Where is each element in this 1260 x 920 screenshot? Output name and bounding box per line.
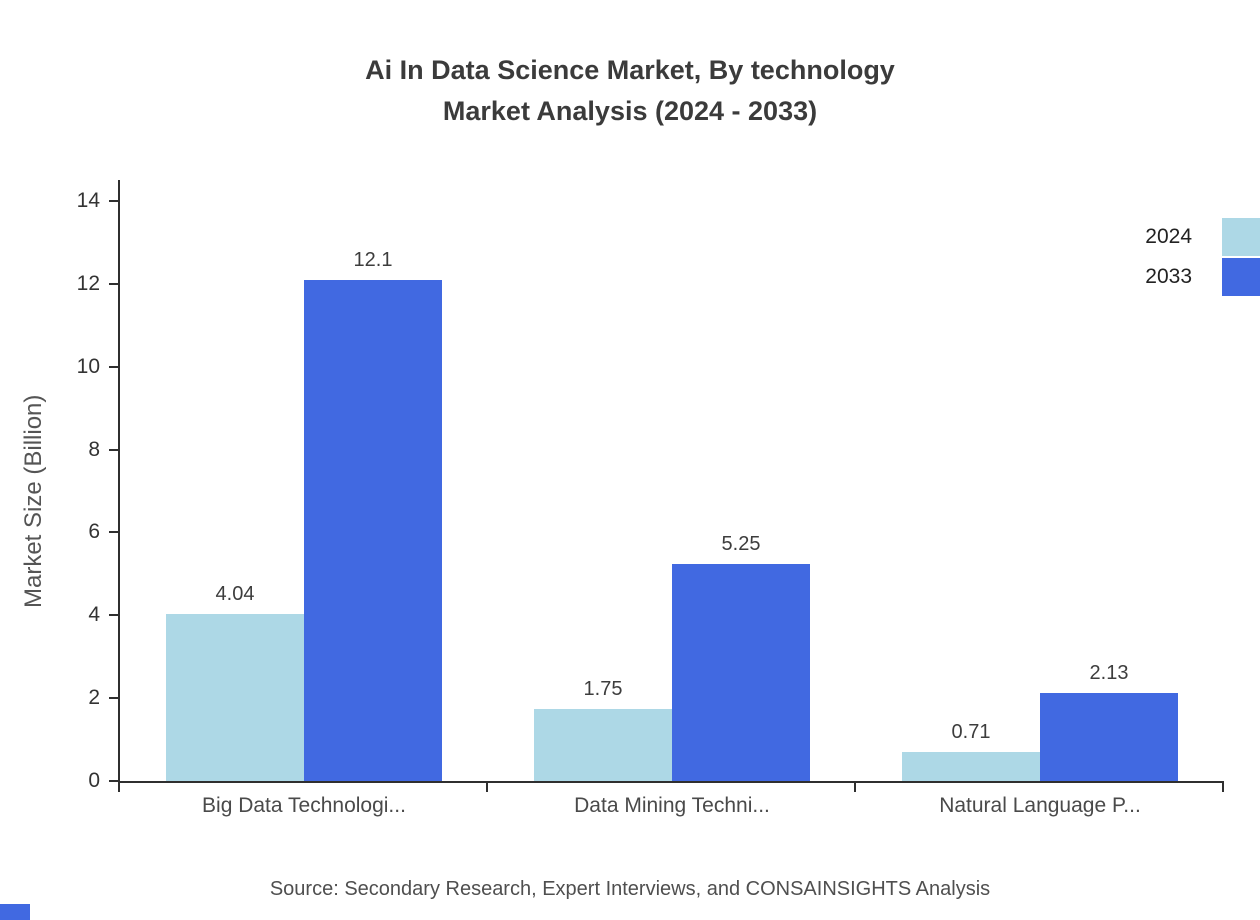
y-tick-label: 2: [88, 686, 100, 710]
bar-2024: [534, 708, 672, 781]
y-tick-mark: [109, 697, 118, 700]
y-tick-mark: [109, 200, 118, 202]
bar-value-label: 2.13: [1089, 661, 1129, 684]
bar-2033: [304, 279, 442, 781]
legend-item-2033: 2033: [1145, 258, 1260, 296]
bar-value-label: 12.1: [353, 248, 393, 271]
legend: 2024 2033: [1145, 218, 1260, 298]
x-tick-mark: [854, 783, 856, 792]
y-tick-label: 6: [88, 520, 100, 544]
bar-value-label: 4.04: [215, 582, 255, 605]
y-tick-mark: [109, 282, 118, 285]
x-tick-mark: [118, 783, 120, 792]
bar-value-label: 1.75: [583, 677, 623, 700]
corner-mark: [0, 904, 30, 920]
chart-title-line1: Ai In Data Science Market, By technology: [365, 55, 895, 85]
legend-swatch: [1222, 218, 1260, 256]
x-category-label: Natural Language P...: [939, 794, 1141, 817]
legend-swatch: [1222, 258, 1260, 296]
chart-title-line2: Market Analysis (2024 - 2033): [442, 96, 818, 126]
bar-2024: [166, 613, 304, 781]
x-tick-mark: [1222, 783, 1224, 792]
bar-2033: [1040, 692, 1178, 781]
x-tick-mark: [486, 783, 488, 792]
y-tick-label: 8: [88, 437, 100, 461]
chart-title: Ai In Data Science Market, By technology…: [0, 50, 1260, 132]
y-tick-mark: [109, 365, 118, 368]
y-tick-label: 10: [76, 354, 100, 378]
y-tick-mark: [109, 448, 118, 451]
plot-area: 0 2 4 6 8 10 12 14 4.04 12.1 1.75 5.25 0.71 2.13 Big…: [77, 180, 1224, 817]
legend-item-2024: 2024: [1145, 218, 1260, 256]
y-tick-label: 0: [88, 769, 100, 792]
y-tick-mark: [109, 780, 118, 782]
y-tick-label: 12: [76, 271, 100, 295]
bar-2024: [902, 751, 1040, 781]
bar-2033: [672, 563, 810, 781]
x-category-label: Data Mining Techni...: [574, 794, 770, 817]
bar-value-label: 0.71: [951, 720, 991, 743]
y-tick-label: 4: [88, 603, 100, 627]
source-note: Source: Secondary Research, Expert Inter…: [269, 878, 991, 900]
y-tick-label: 14: [76, 189, 100, 212]
legend-label: 2024: [1145, 225, 1192, 248]
y-tick-mark: [109, 614, 118, 617]
bar-value-label: 5.25: [721, 532, 761, 555]
y-tick-mark: [109, 531, 118, 534]
y-axis-label: Market Size (Billion): [20, 394, 47, 608]
legend-label: 2033: [1145, 265, 1192, 288]
x-category-label: Big Data Technologi...: [202, 794, 406, 817]
